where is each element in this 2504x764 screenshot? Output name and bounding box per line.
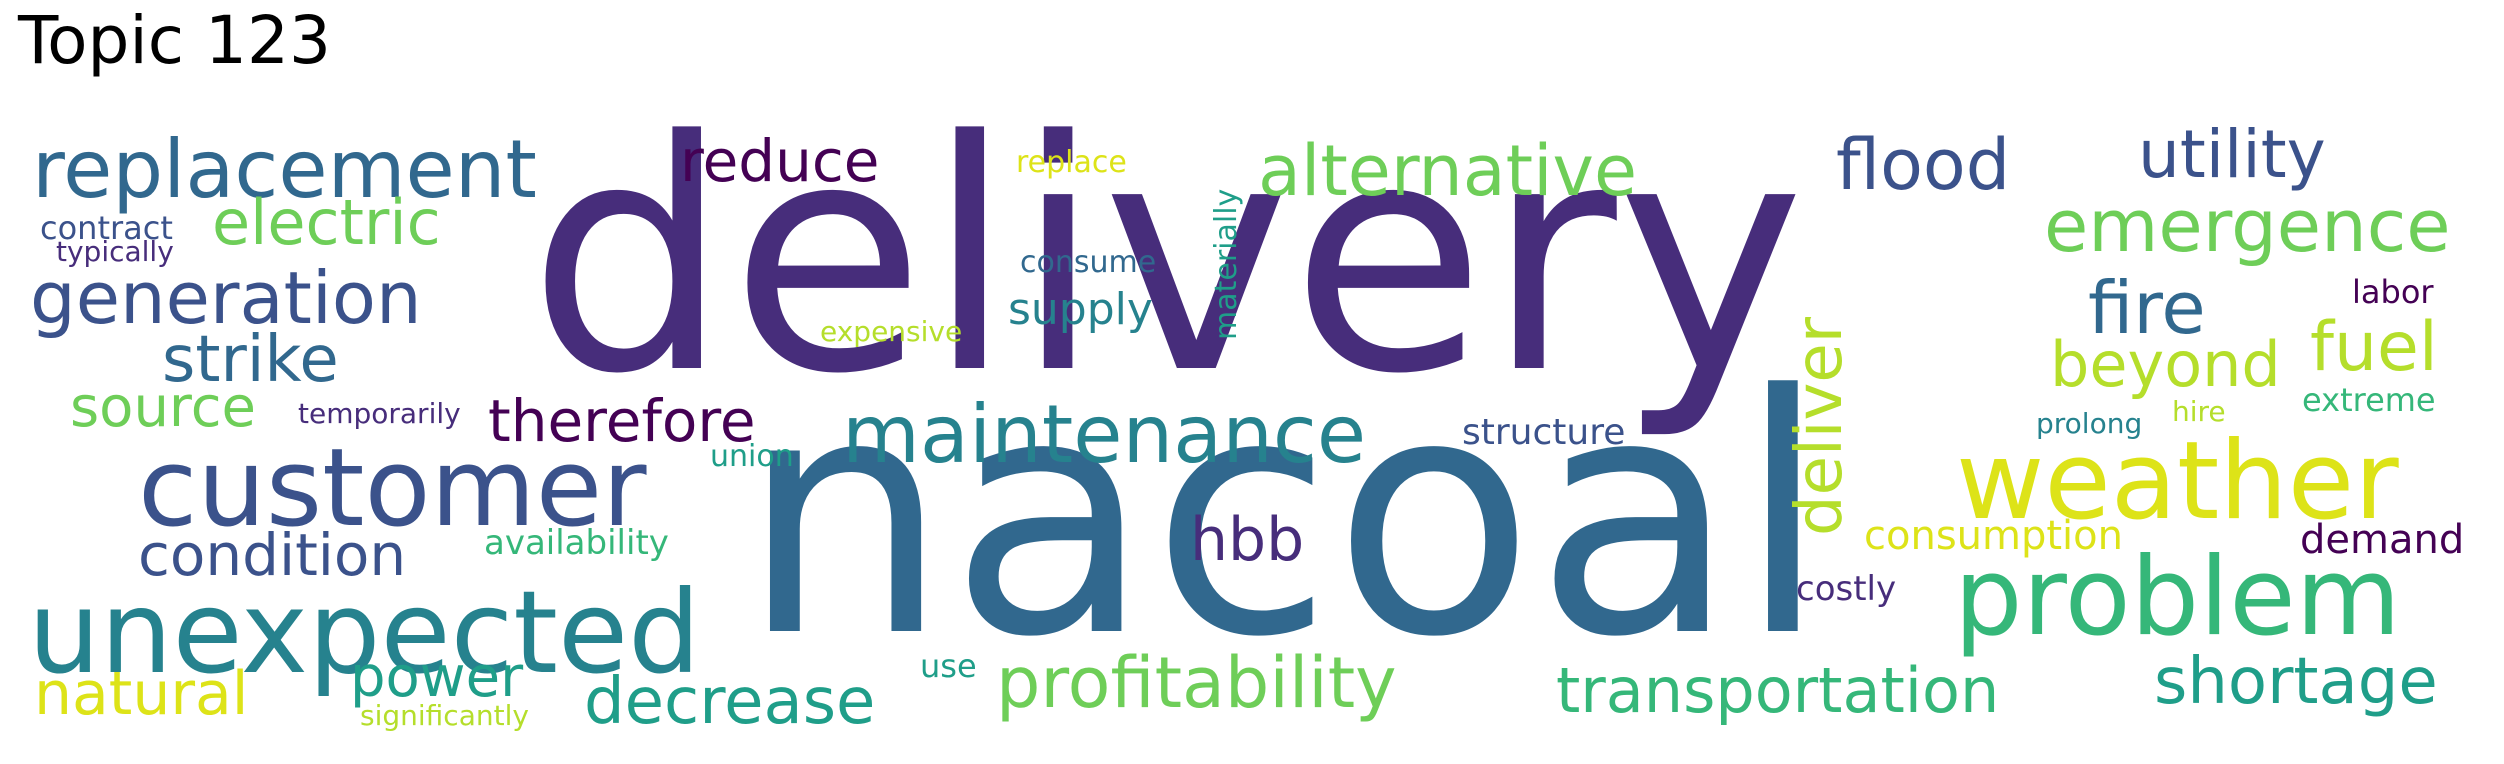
word-condition: condition [138,521,407,589]
word-use: use [920,647,977,685]
word-emergence: emergence [2044,184,2451,268]
word-supply: supply [1008,284,1153,335]
word-delivery: delivery [528,73,1805,443]
word-prolong: prolong [2036,407,2143,440]
word-decrease: decrease [584,665,876,739]
word-fuel: fuel [2310,308,2438,387]
word-source: source [70,375,256,440]
figure-title: Topic 123 [18,2,331,79]
word-replacement: replacement [32,123,537,216]
word-significantly: significantly [360,699,529,732]
word-extreme: extreme [2302,381,2436,419]
word-structure: structure [1462,412,1626,453]
word-typically: typically [56,235,174,268]
word-temporarily: temporarily [298,397,461,430]
word-electric: electric [212,186,441,259]
word-generation: generation [30,256,422,340]
word-problem: problem [1954,535,2401,660]
word-nacoal: nacoal [740,325,1829,709]
word-hbb: hbb [1190,505,1305,575]
word-replace: replace [1016,145,1127,180]
word-consumption: consumption [1864,513,2123,559]
word-labor: labor [2352,273,2434,311]
word-fire: fire [2088,266,2206,350]
word-demand: demand [2300,517,2465,563]
word-union: union [710,439,794,474]
word-utility: utility [2138,116,2326,193]
word-profitability: profitability [996,642,1397,724]
word-costly: costly [1796,569,1897,609]
word-hire: hire [2172,395,2226,428]
word-expensive: expensive [820,315,963,348]
word-shortage: shortage [2154,645,2438,719]
word-unexpected: unexpected [28,566,701,699]
word-strike: strike [162,323,339,397]
word-consume: consume [1020,245,1157,280]
word-therefore: therefore [488,387,756,455]
word-availability: availability [484,523,669,563]
word-alternative: alternative [1258,130,1638,212]
word-customer: customer [138,426,647,551]
word-deliver: deliver [1783,316,1857,536]
word-power: power [350,645,524,710]
word-natural: natural [34,659,249,729]
word-weather: weather [1956,419,2399,544]
word-flood: flood [1836,124,2011,206]
word-reduce: reduce [680,127,880,195]
word-contract: contract [40,209,173,247]
word-materially: materially [1209,188,1244,340]
word-beyond: beyond [2050,328,2281,401]
word-maintenance: maintenance [842,388,1367,481]
word-transportation: transportation [1556,654,2000,727]
